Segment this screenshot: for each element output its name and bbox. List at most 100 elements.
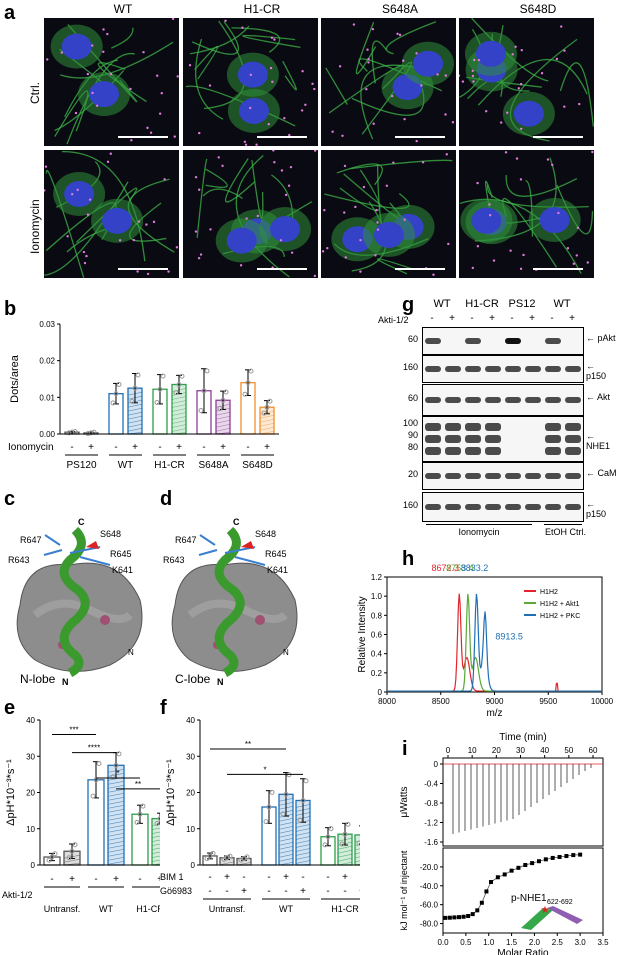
pla-dot: [106, 160, 110, 164]
col-header-s648a: S648A: [381, 2, 419, 16]
residue-patch: [255, 615, 265, 625]
scale-bar: [257, 268, 307, 270]
data-point: [502, 872, 507, 877]
pla-dot: [471, 74, 475, 78]
pla-dot: [484, 109, 488, 113]
blot-band: [545, 435, 561, 443]
label-n: N: [128, 648, 134, 657]
neurite: [282, 60, 297, 91]
pla-dot: [270, 36, 274, 39]
data-point: [345, 821, 351, 827]
panel-label-c: c: [4, 488, 16, 510]
helix: [214, 526, 245, 677]
pla-dot: [313, 150, 317, 152]
blot-band: [565, 473, 581, 479]
blot-band: [545, 397, 561, 403]
data-point: [204, 368, 210, 374]
micrograph-image: [194, 150, 317, 278]
bar-hatch: [63, 858, 81, 863]
row-header-ionomycin: Ionomycin: [28, 199, 42, 254]
bar-hatch: [107, 837, 125, 841]
data-point: [113, 762, 119, 768]
pla-dot: [402, 59, 405, 62]
nucleus: [226, 227, 257, 254]
pla-dot: [109, 152, 112, 155]
scale-bar: [395, 268, 445, 270]
data-point: [132, 385, 138, 391]
sign: -: [246, 442, 249, 453]
data-point: [66, 855, 72, 861]
bar-hatch: [278, 830, 294, 834]
micrograph-1-2: [321, 150, 456, 278]
pla-dot: [515, 157, 519, 160]
lane-label: H1-CR: [465, 298, 499, 310]
label-r645: R645: [265, 549, 287, 559]
pla-dot: [129, 87, 132, 91]
pla-dot: [313, 274, 317, 278]
bar: [354, 834, 360, 866]
pla-dot: [506, 111, 509, 114]
bar-hatch: [171, 400, 187, 404]
sig-stars: ****: [88, 744, 100, 753]
target-label: ← NHE1: [586, 431, 611, 451]
pla-dot: [82, 250, 86, 254]
data-point: [46, 857, 52, 863]
pla-dot: [591, 150, 594, 154]
neurite: [339, 169, 381, 212]
mw-marker: 100: [402, 418, 418, 428]
pla-dot: [175, 246, 179, 249]
neurite: [196, 158, 208, 239]
lane-label: WT: [553, 298, 571, 310]
data-point: [210, 850, 216, 856]
bar-hatch: [151, 827, 160, 830]
pla-dot: [403, 117, 406, 121]
micrograph-1-0: [44, 150, 179, 278]
micrograph-image: [321, 153, 453, 276]
bar-hatch: [107, 821, 125, 825]
group-label: H1-CR: [331, 904, 359, 914]
bar-hatch: [151, 843, 160, 846]
x-tick-label: 3.0: [575, 938, 587, 947]
blot-band: [425, 397, 441, 403]
bar-hatch: [107, 797, 125, 801]
scale-bar: [395, 136, 445, 138]
pla-dot: [471, 69, 474, 73]
data-point: [495, 875, 500, 880]
micrograph-0-2: [321, 18, 456, 146]
pla-dot: [194, 175, 198, 179]
x-axis-label: Molar Ratio: [497, 948, 549, 955]
pla-dot: [344, 256, 347, 259]
x-tick-label: 0.0: [437, 938, 449, 947]
bar-hatch: [107, 817, 125, 821]
micrograph-image: [459, 150, 594, 274]
pla-dot: [83, 261, 87, 265]
blot-band: [545, 447, 561, 455]
top-y-axis-label: μWatts: [399, 787, 410, 818]
data-point: [543, 857, 548, 862]
data-point: [198, 408, 204, 414]
data-point: [116, 751, 122, 757]
x-tick-label: 2.5: [552, 938, 564, 947]
bar-hatch: [295, 836, 311, 840]
blot-band: [465, 504, 481, 510]
pla-dot: [208, 84, 212, 87]
pla-dot: [243, 140, 247, 143]
sign: -: [208, 872, 211, 883]
top-y-tick-label: 0: [434, 760, 439, 769]
bar-hatch: [107, 853, 125, 857]
akti-label: Akti-1/2: [378, 315, 409, 325]
blot-band: [465, 473, 481, 479]
y-tick-label: 30: [186, 752, 195, 761]
pla-dot: [362, 185, 366, 189]
chart-h: 8000 8500 9000 9500 10000 0 0.2 0.4 0.6 0.8 1.0 1.2…: [357, 563, 614, 719]
y-tick-label: 0.6: [371, 631, 383, 640]
data-point: [466, 914, 471, 918]
helix: [59, 526, 90, 677]
bar-hatch: [107, 785, 125, 789]
data-point: [154, 399, 160, 405]
pla-dot: [188, 64, 192, 67]
pla-dot: [390, 94, 394, 98]
pla-dot: [171, 18, 175, 21]
pla-dot: [86, 213, 90, 216]
pla-dot: [472, 80, 475, 83]
